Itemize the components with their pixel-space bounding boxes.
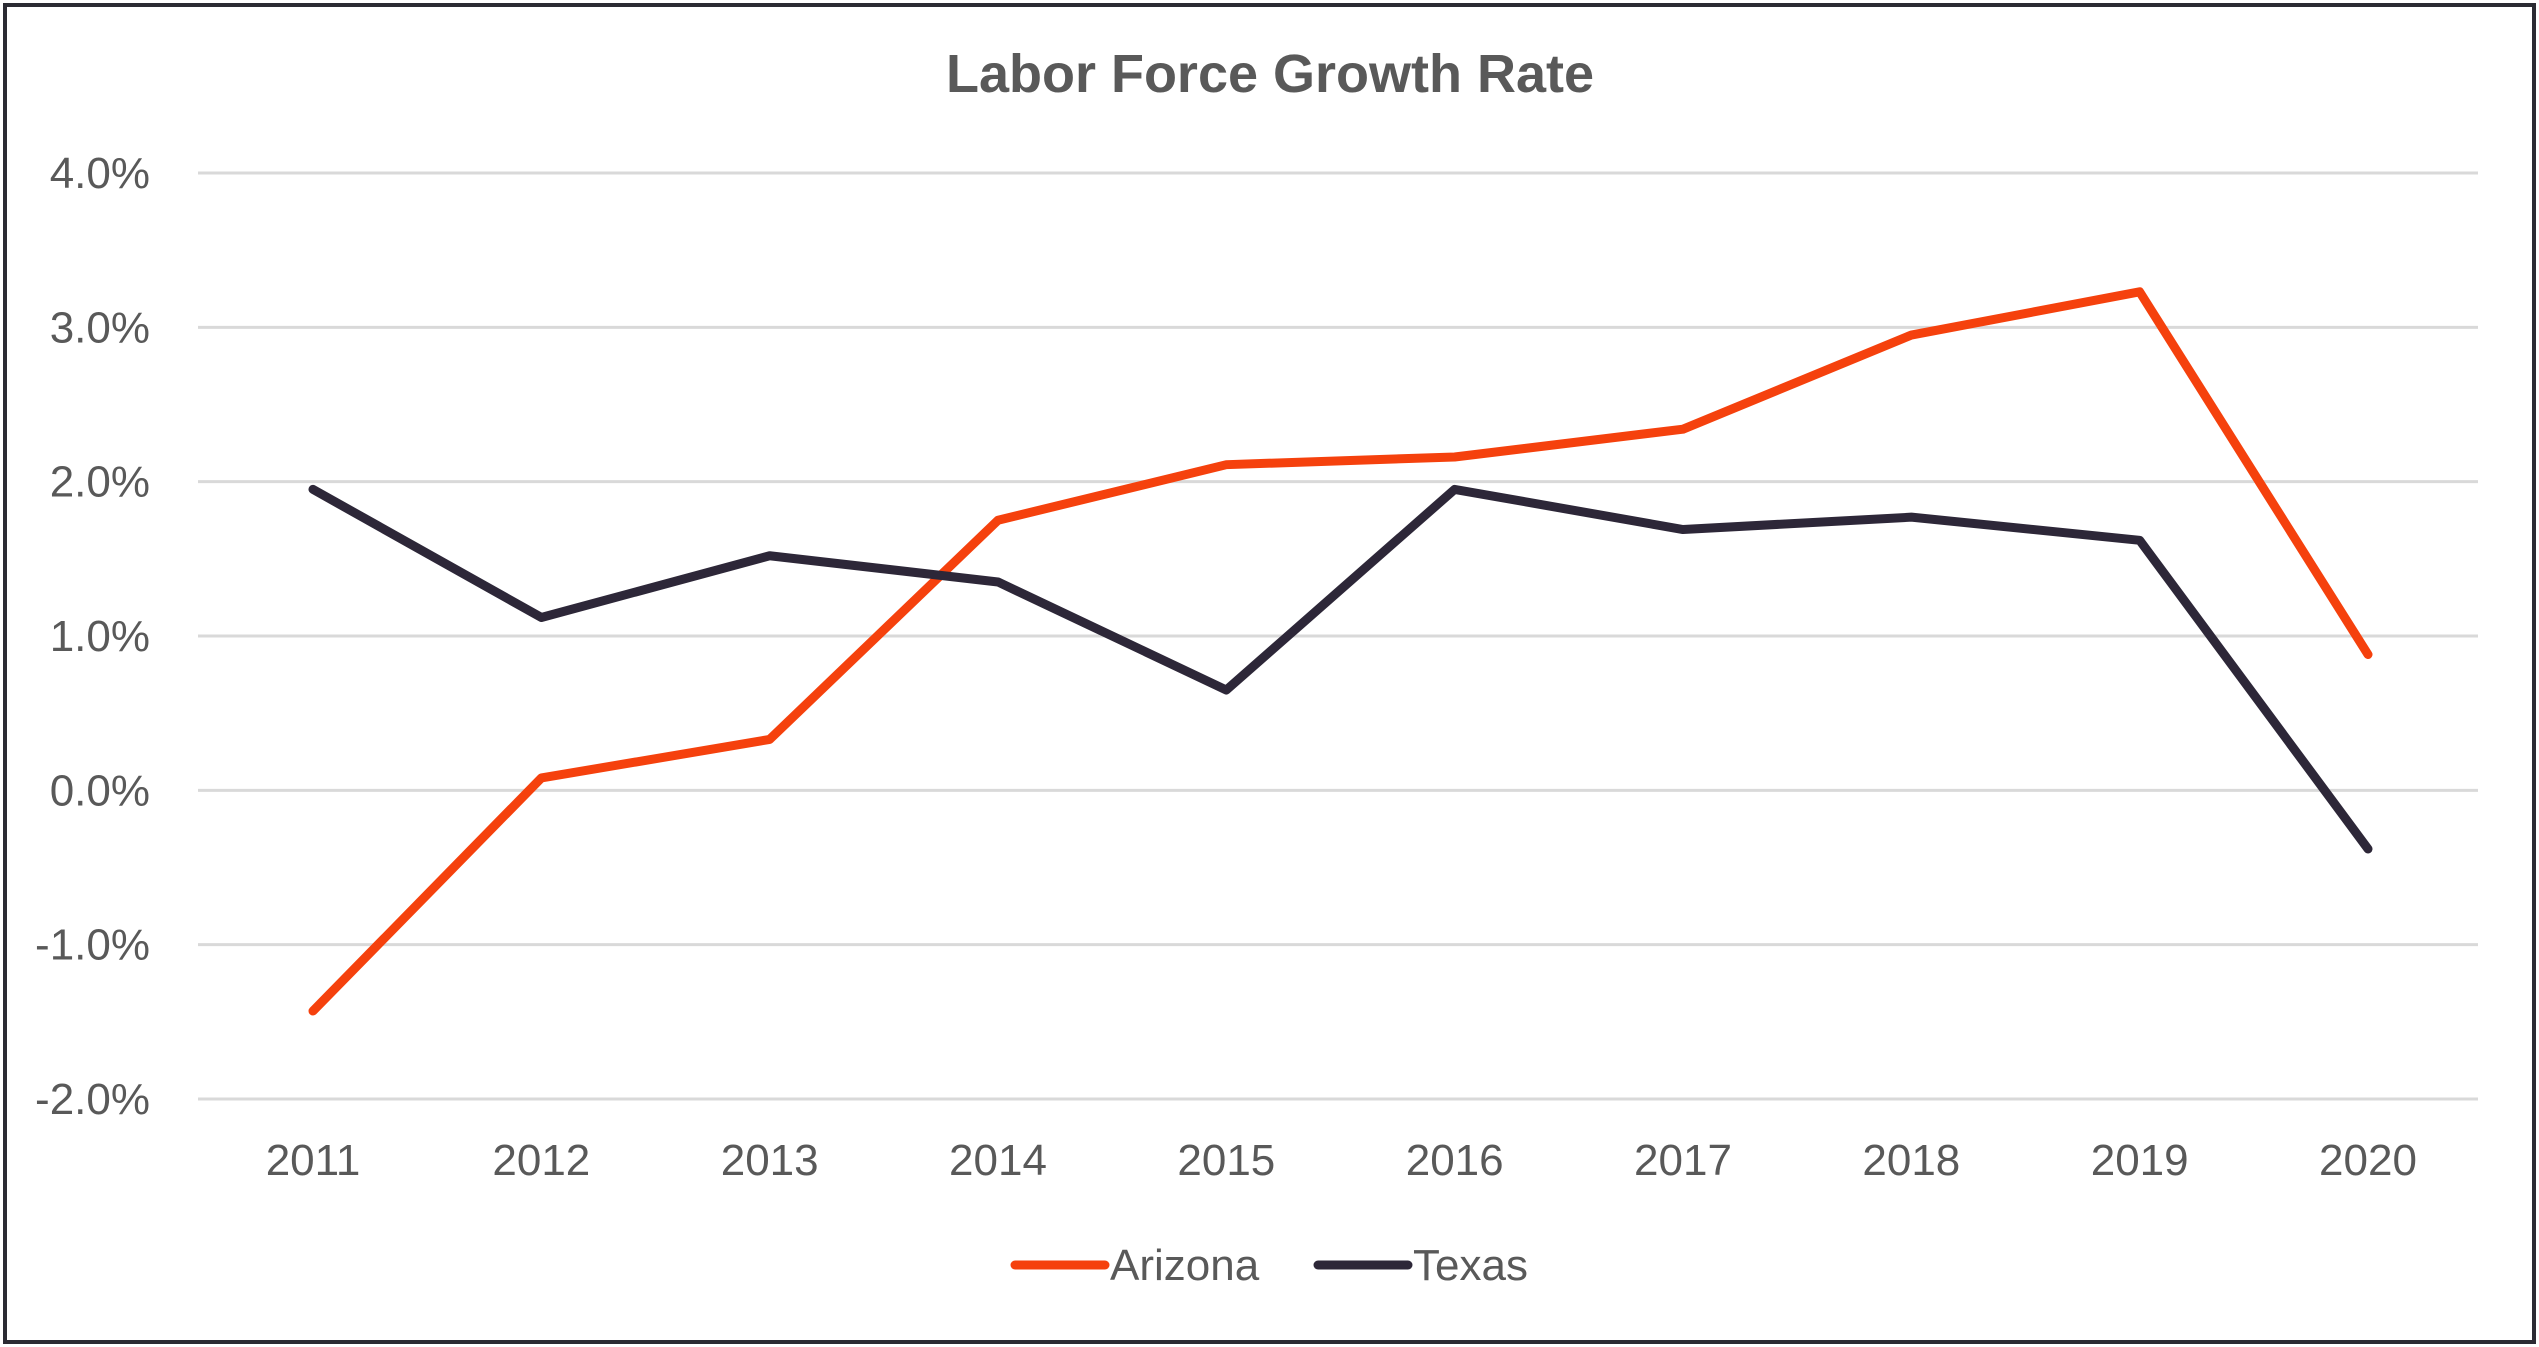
series-line-arizona: [308, 287, 2373, 1016]
x-tick-label: 2014: [949, 1136, 1047, 1185]
y-tick-label: 2.0%: [50, 458, 150, 507]
x-tick-label: 2017: [1634, 1136, 1732, 1185]
x-tick-label: 2018: [1862, 1136, 1960, 1185]
series-lines: [308, 287, 2373, 1016]
x-tick-label: 2011: [266, 1136, 361, 1185]
x-tick-label: 2019: [2091, 1136, 2189, 1185]
series-line-texas: [308, 484, 2373, 854]
y-axis-ticks: 4.0% 3.0% 2.0% 1.0% 0.0% -1.0% -2.0%: [35, 149, 150, 1124]
y-tick-label: 1.0%: [50, 612, 150, 661]
chart-title: Labor Force Growth Rate: [946, 44, 1594, 104]
y-tick-label: -1.0%: [35, 921, 150, 970]
y-tick-label: 0.0%: [50, 766, 150, 815]
x-tick-label: 2020: [2319, 1136, 2417, 1185]
chart-frame: [3, 3, 2536, 1344]
y-tick-label: -2.0%: [35, 1075, 150, 1124]
x-tick-label: 2012: [492, 1136, 590, 1185]
x-axis-ticks: 2011 2012 2013 2014 2015 2016 2017 2018 2019 2020: [266, 1136, 2417, 1185]
legend-label-texas: Texas: [1413, 1241, 1528, 1290]
x-tick-label: 2013: [721, 1136, 819, 1185]
x-tick-label: 2016: [1406, 1136, 1504, 1185]
legend: Arizona Texas: [1010, 1241, 1528, 1290]
y-tick-label: 3.0%: [50, 303, 150, 352]
x-tick-label: 2015: [1177, 1136, 1275, 1185]
legend-label-arizona: Arizona: [1110, 1241, 1260, 1290]
grid-lines: [198, 171, 2478, 1101]
y-tick-label: 4.0%: [50, 149, 150, 198]
